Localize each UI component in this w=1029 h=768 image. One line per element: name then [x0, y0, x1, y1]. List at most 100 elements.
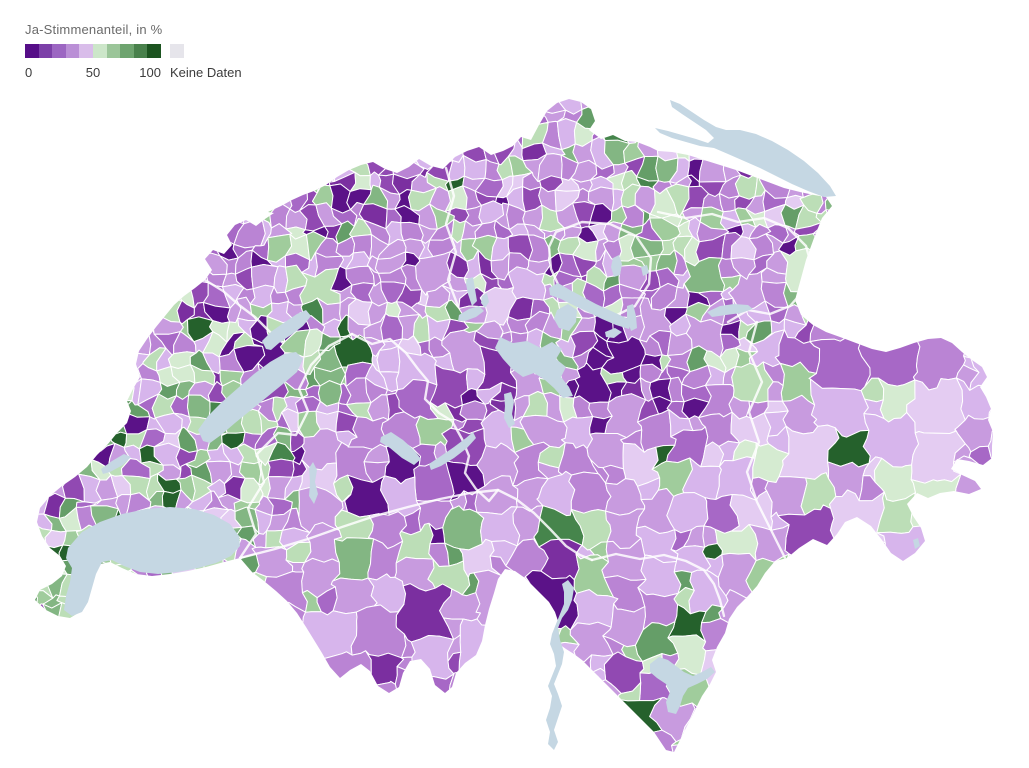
municipality[interactable] [538, 81, 558, 95]
municipality[interactable] [1005, 168, 1023, 195]
municipality[interactable] [909, 123, 929, 148]
municipality[interactable] [431, 107, 454, 132]
municipality[interactable] [383, 122, 407, 150]
municipality[interactable] [349, 123, 366, 148]
municipality[interactable] [972, 138, 996, 167]
municipality[interactable] [472, 123, 497, 148]
municipality[interactable] [1021, 188, 1029, 215]
municipality[interactable] [268, 97, 286, 117]
municipality[interactable] [955, 218, 981, 243]
municipality[interactable] [0, 434, 15, 456]
municipality[interactable] [212, 730, 228, 752]
municipality[interactable] [233, 682, 257, 709]
municipality[interactable] [793, 682, 852, 743]
municipality[interactable] [822, 77, 846, 102]
municipality[interactable] [698, 158, 727, 183]
municipality[interactable] [1023, 63, 1029, 78]
municipality[interactable] [175, 674, 197, 695]
municipality[interactable] [253, 708, 271, 726]
municipality[interactable] [19, 620, 38, 640]
municipality[interactable] [428, 59, 452, 86]
municipality[interactable] [848, 683, 868, 711]
municipality[interactable] [182, 722, 214, 736]
municipality[interactable] [16, 170, 33, 193]
municipality[interactable] [253, 185, 278, 208]
municipality[interactable] [1020, 477, 1029, 500]
municipality[interactable] [250, 83, 280, 98]
municipality[interactable] [153, 699, 175, 724]
municipality[interactable] [12, 349, 39, 373]
municipality[interactable] [969, 102, 998, 125]
municipality[interactable] [170, 720, 190, 739]
municipality[interactable] [112, 94, 131, 112]
municipality[interactable] [988, 476, 1028, 516]
municipality[interactable] [249, 592, 271, 611]
municipality[interactable] [14, 703, 39, 719]
municipality[interactable] [209, 137, 223, 163]
municipality[interactable] [223, 589, 247, 606]
municipality[interactable] [977, 75, 992, 97]
municipality[interactable] [33, 378, 55, 402]
municipality[interactable] [364, 123, 388, 150]
municipality[interactable] [142, 251, 159, 276]
municipality[interactable] [29, 394, 51, 419]
municipality[interactable] [252, 666, 274, 689]
municipality[interactable] [33, 219, 48, 245]
municipality[interactable] [875, 286, 903, 311]
municipality[interactable] [301, 147, 320, 167]
municipality[interactable] [233, 666, 259, 688]
municipality[interactable] [862, 412, 920, 468]
municipality[interactable] [117, 764, 128, 768]
municipality[interactable] [595, 754, 614, 763]
municipality[interactable] [89, 91, 117, 111]
municipality[interactable] [910, 189, 935, 207]
municipality[interactable] [959, 138, 981, 164]
municipality[interactable] [479, 75, 496, 103]
municipality[interactable] [1007, 234, 1029, 257]
municipality[interactable] [0, 334, 15, 353]
municipality[interactable] [0, 58, 15, 79]
municipality[interactable] [986, 298, 1029, 341]
municipality[interactable] [623, 82, 646, 103]
municipality[interactable] [891, 205, 917, 231]
municipality[interactable] [701, 78, 721, 102]
municipality[interactable] [106, 318, 130, 345]
municipality[interactable] [596, 108, 612, 131]
municipality[interactable] [234, 730, 261, 752]
municipality[interactable] [968, 445, 997, 471]
municipality[interactable] [250, 649, 274, 679]
municipality[interactable] [730, 58, 757, 80]
municipality[interactable] [125, 330, 152, 356]
municipality[interactable] [12, 432, 37, 451]
municipality[interactable] [603, 108, 628, 131]
municipality[interactable] [477, 101, 499, 115]
municipality[interactable] [108, 605, 133, 628]
municipality[interactable] [969, 330, 1029, 391]
municipality[interactable] [110, 706, 135, 727]
municipality[interactable] [350, 603, 407, 659]
municipality[interactable] [61, 253, 87, 276]
municipality[interactable] [858, 298, 877, 319]
municipality[interactable] [941, 65, 959, 77]
municipality[interactable] [831, 282, 852, 310]
municipality[interactable] [990, 748, 1024, 768]
municipality[interactable] [35, 675, 50, 695]
municipality[interactable] [190, 619, 210, 644]
municipality[interactable] [1006, 654, 1029, 693]
municipality[interactable] [336, 122, 357, 147]
municipality[interactable] [153, 204, 181, 229]
municipality[interactable] [714, 60, 733, 84]
municipality[interactable] [1008, 78, 1026, 95]
municipality[interactable] [88, 187, 117, 211]
municipality[interactable] [206, 160, 224, 180]
municipality[interactable] [33, 139, 52, 166]
municipality[interactable] [112, 154, 132, 181]
municipality[interactable] [925, 232, 947, 263]
municipality[interactable] [994, 106, 1009, 126]
municipality[interactable] [490, 124, 519, 142]
municipality[interactable] [46, 683, 64, 699]
municipality[interactable] [251, 734, 292, 768]
municipality[interactable] [863, 67, 881, 84]
municipality[interactable] [45, 714, 70, 739]
municipality[interactable] [315, 650, 372, 712]
